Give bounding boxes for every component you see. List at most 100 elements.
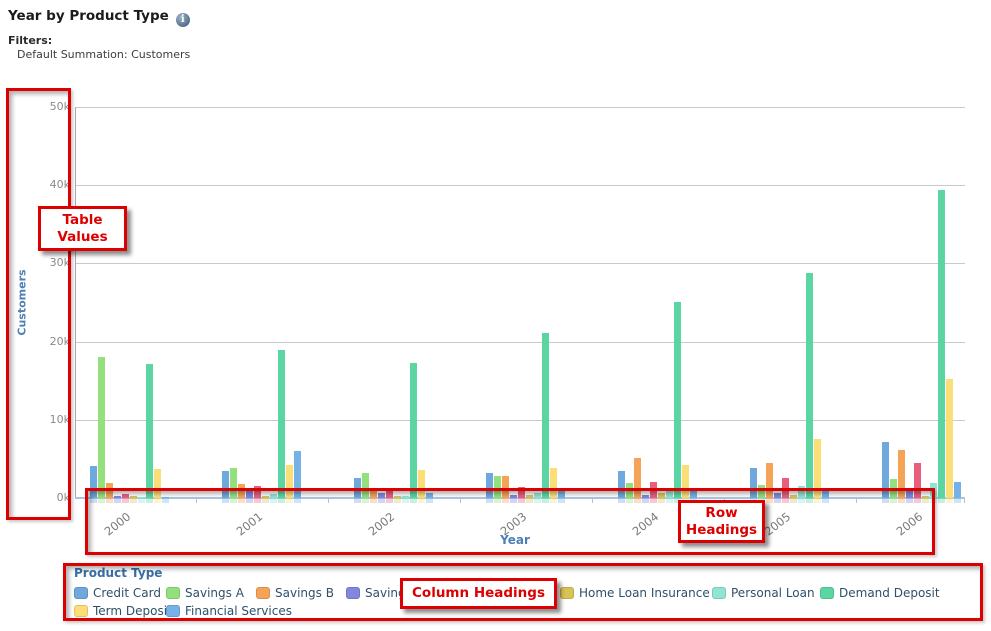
- bar-term-deposit-2000: [154, 469, 161, 503]
- bar-home-loan-insurance-2000: [130, 496, 137, 503]
- annotation-outline-table-values: [6, 88, 71, 520]
- bar-term-deposit-2005: [814, 439, 821, 503]
- bar-term-deposit-2002: [418, 470, 425, 503]
- annotation-outline-row-headings: [85, 488, 935, 555]
- x-axis-tick: [196, 498, 197, 503]
- bar-credit-card-2006: [882, 442, 889, 503]
- annotation-outline-column-headings: [63, 563, 983, 621]
- legend-swatch: [74, 605, 88, 617]
- bar-credit-card-2003: [486, 473, 493, 503]
- bar-savings-c-2006: [906, 489, 913, 503]
- legend-item-financial-services: Financial Services: [166, 604, 292, 618]
- bar-personal-loan-2004: [666, 491, 673, 503]
- bar-savings-c-2002: [378, 493, 385, 503]
- x-axis-tick: [460, 498, 461, 503]
- bar-savings-a-2001: [230, 468, 237, 503]
- x-axis-tick: [856, 498, 857, 503]
- legend-swatch: [256, 587, 270, 599]
- legend-label: Financial Services: [185, 604, 292, 618]
- bar-demand-deposit-2000: [146, 364, 153, 503]
- info-icon[interactable]: i: [175, 13, 190, 27]
- annotation-table-values: Table Values: [38, 206, 127, 251]
- bar-credit-card-2001: [222, 471, 229, 503]
- legend-item-home-loan-insurance: Home Loan Insurance: [560, 586, 710, 600]
- legend-label: Savings A: [185, 586, 244, 600]
- x-axis-title: Year: [500, 533, 530, 547]
- gridline: [75, 420, 965, 421]
- bar-savings-a-2003: [494, 476, 501, 503]
- bar-term-deposit-2006: [946, 379, 953, 503]
- gridline: [75, 342, 965, 343]
- legend-item-personal-loan: Personal Loan: [712, 586, 815, 600]
- bar-home-loan-2006: [914, 463, 921, 503]
- bar-savings-b-2001: [238, 484, 245, 503]
- bar-demand-deposit-2001: [278, 350, 285, 503]
- bar-financial-services-2006: [954, 482, 961, 503]
- bar-savings-b-2002: [370, 489, 377, 503]
- gridline: [75, 185, 965, 186]
- bar-home-loan-2000: [122, 494, 129, 503]
- bar-savings-c-2004: [642, 495, 649, 503]
- bar-home-loan-insurance-2003: [526, 495, 533, 503]
- bar-savings-c-2000: [114, 496, 121, 503]
- legend-swatch: [74, 587, 88, 599]
- x-axis-tick: [328, 498, 329, 503]
- legend-swatch: [166, 605, 180, 617]
- bar-home-loan-insurance-2004: [658, 493, 665, 503]
- y-tick-label: 0k: [56, 491, 70, 504]
- bar-personal-loan-2002: [402, 496, 409, 503]
- bar-financial-services-2000: [162, 497, 169, 503]
- bar-personal-loan-2005: [798, 486, 805, 503]
- bar-personal-loan-2000: [138, 497, 145, 503]
- bar-term-deposit-2001: [286, 465, 293, 503]
- legend-label: Savings B: [275, 586, 334, 600]
- legend-label: Term Deposit: [93, 604, 172, 618]
- bar-financial-services-2001: [294, 451, 301, 503]
- y-tick-label: 20k: [49, 335, 70, 348]
- legend-swatch: [346, 587, 360, 599]
- bar-financial-services-2002: [426, 493, 433, 503]
- gridline: [75, 107, 965, 108]
- legend-swatch: [712, 587, 726, 599]
- bar-home-loan-2003: [518, 487, 525, 503]
- bar-home-loan-insurance-2001: [262, 496, 269, 503]
- bar-home-loan-2002: [386, 490, 393, 503]
- x-axis-tick: [964, 498, 965, 503]
- legend-item-demand-deposit: Demand Deposit: [820, 586, 940, 600]
- bar-savings-b-2004: [634, 458, 641, 503]
- bar-financial-services-2005: [822, 489, 829, 503]
- bar-savings-c-2001: [246, 490, 253, 503]
- legend-label: Personal Loan: [731, 586, 815, 600]
- filter-value: Default Summation: Customers: [17, 48, 191, 61]
- bar-savings-a-2000: [98, 357, 105, 503]
- legend-title: Product Type: [74, 566, 163, 580]
- annotation-column-headings: Column Headings: [400, 578, 557, 609]
- bar-savings-c-2005: [774, 493, 781, 503]
- bar-financial-services-2003: [558, 491, 565, 503]
- bar-home-loan-insurance-2002: [394, 496, 401, 503]
- annotation-row-headings: Row Headings: [678, 500, 765, 543]
- filters-label: Filters:: [8, 34, 53, 47]
- page-title-text: Year by Product Type: [8, 8, 169, 24]
- y-tick-label: 10k: [49, 413, 70, 426]
- bar-savings-c-2003: [510, 495, 517, 503]
- y-tick-label: 30k: [49, 256, 70, 269]
- y-axis-line: [75, 107, 76, 498]
- bar-term-deposit-2003: [550, 468, 557, 503]
- page-title: Year by Product Type i: [8, 8, 190, 27]
- bar-demand-deposit-2004: [674, 302, 681, 503]
- legend-label: Demand Deposit: [839, 586, 940, 600]
- bar-savings-b-2003: [502, 476, 509, 503]
- gridline: [75, 263, 965, 264]
- bar-savings-b-2005: [766, 463, 773, 503]
- legend-item-savings-b: Savings B: [256, 586, 334, 600]
- bar-demand-deposit-2003: [542, 333, 549, 503]
- legend-item-savings-a: Savings A: [166, 586, 244, 600]
- bar-demand-deposit-2002: [410, 363, 417, 503]
- bar-personal-loan-2003: [534, 493, 541, 503]
- legend-label: Home Loan Insurance: [579, 586, 710, 600]
- legend-item-credit-card: Credit Card: [74, 586, 161, 600]
- legend-label: Credit Card: [93, 586, 161, 600]
